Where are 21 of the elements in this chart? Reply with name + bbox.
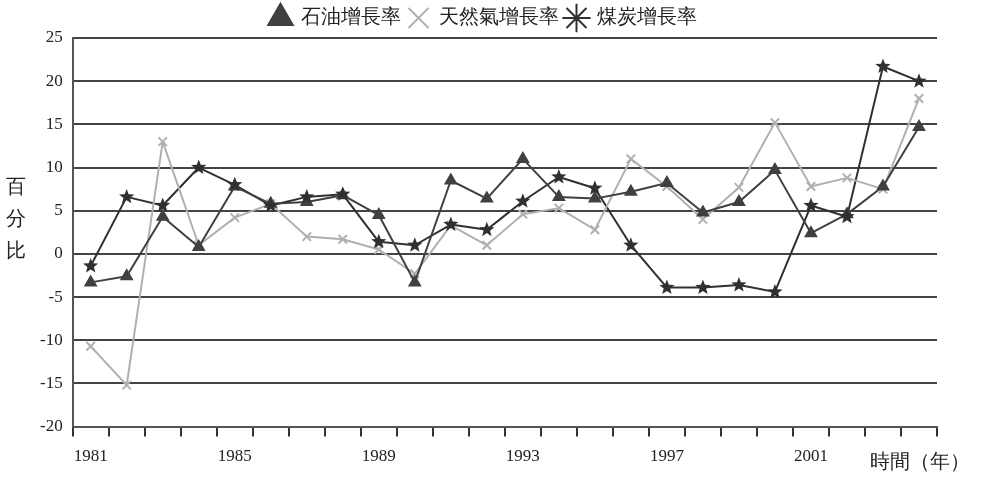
y-tick-label: 15: [45, 113, 63, 133]
legend-label: 天然氣增長率: [438, 5, 559, 28]
x-tick-label: 1985: [217, 446, 252, 466]
y-tick-label: -5: [48, 286, 63, 306]
y-tick-label: 20: [45, 70, 63, 90]
y-tick-label: -20: [39, 416, 63, 436]
y-tick-label: 10: [45, 157, 63, 176]
y-tick-label: 25: [45, 27, 63, 47]
y-axis-title: 百分比: [5, 174, 27, 263]
y-tick-label: -10: [39, 329, 63, 349]
legend-label: 煤炭增長率: [596, 5, 697, 28]
y-tick-label: 5: [54, 200, 63, 220]
x-axis-title: 時間（年）: [870, 449, 970, 474]
y-tick-label: 0: [54, 243, 63, 263]
legend-label: 石油增長率: [300, 5, 401, 28]
x-tick-label: 2001: [793, 446, 828, 466]
y-tick-label: -15: [39, 372, 63, 392]
x-tick-label: 1989: [361, 446, 396, 466]
x-tick-label: 1981: [73, 446, 108, 466]
x-tick-label: 1997: [649, 446, 685, 466]
x-tick-label: 1993: [505, 446, 540, 466]
